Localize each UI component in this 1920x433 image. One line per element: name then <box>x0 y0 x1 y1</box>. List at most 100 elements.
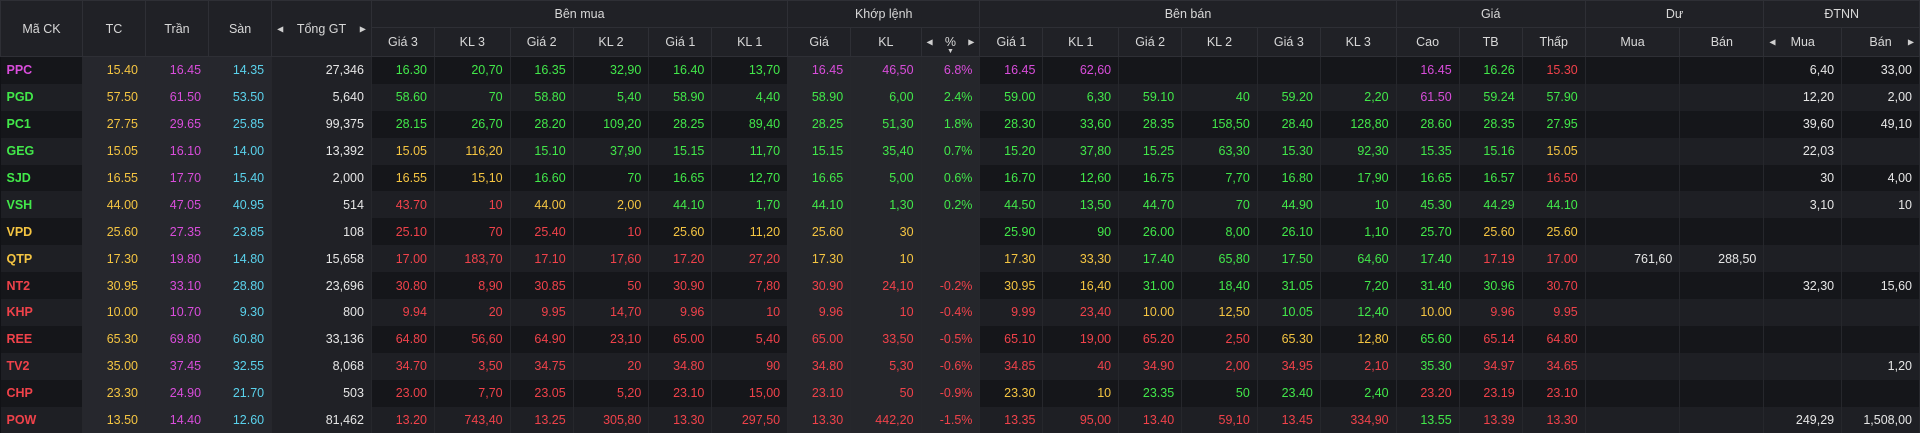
symbol-cell[interactable]: GEG <box>1 138 83 165</box>
col-low[interactable]: Thấp <box>1522 28 1585 57</box>
symbol-cell[interactable]: CHP <box>1 380 83 407</box>
symbol-cell[interactable]: KHP <box>1 299 83 326</box>
col-avg[interactable]: TB <box>1459 28 1522 57</box>
sell-vol1-cell: 40 <box>1043 353 1119 380</box>
symbol-cell[interactable]: VPD <box>1 218 83 245</box>
match-pct-cell: -0.9% <box>921 380 980 407</box>
col-remain-sell[interactable]: Bán <box>1680 28 1764 57</box>
col-total-value-header[interactable]: ◀Tổng GT▶ <box>272 1 372 57</box>
sell-vol2-cell: 59,10 <box>1182 407 1258 433</box>
col-sell-vol3[interactable]: KL 3 <box>1320 28 1396 57</box>
col-ref-header[interactable]: TC <box>82 1 145 57</box>
col-foreign-buy[interactable]: ◀Mua <box>1764 28 1842 57</box>
sell-price1-cell: 16.70 <box>980 165 1043 192</box>
col-buy-price3[interactable]: Giá 3 <box>371 28 434 57</box>
ceiling-price-cell: 14.40 <box>146 407 209 433</box>
sell-vol1-cell: 37,80 <box>1043 138 1119 165</box>
symbol-cell[interactable]: REE <box>1 326 83 353</box>
sell-vol2-cell: 50 <box>1182 380 1258 407</box>
sell-price2-cell: 23.35 <box>1119 380 1182 407</box>
ceiling-price-cell: 33.10 <box>146 272 209 299</box>
symbol-cell[interactable]: QTP <box>1 245 83 272</box>
buy-price1-cell: 30.90 <box>649 272 712 299</box>
col-sell-price3[interactable]: Giá 3 <box>1257 28 1320 57</box>
col-ceiling-header[interactable]: Trần <box>146 1 209 57</box>
foreign-sell-cell: 1,508,00 <box>1842 407 1920 433</box>
total-value-cell: 15,658 <box>272 245 372 272</box>
symbol-cell[interactable]: SJD <box>1 165 83 192</box>
high-cell: 15.35 <box>1396 138 1459 165</box>
buy-vol1-cell: 89,40 <box>712 111 788 138</box>
group-matched: Khớp lệnh <box>788 1 980 28</box>
sell-vol1-cell: 10 <box>1043 380 1119 407</box>
col-foreign-sell[interactable]: Bán▶ <box>1842 28 1920 57</box>
col-buy-vol2[interactable]: KL 2 <box>573 28 649 57</box>
floor-price-cell: 12.60 <box>209 407 272 433</box>
sort-desc-icon[interactable]: ▼ <box>947 48 954 55</box>
buy-vol3-cell: 20,70 <box>434 57 510 84</box>
caret-right-icon[interactable]: ▶ <box>360 24 366 33</box>
symbol-cell[interactable]: NT2 <box>1 272 83 299</box>
caret-right-icon[interactable]: ▶ <box>968 38 974 47</box>
foreign-buy-cell: 30 <box>1764 165 1842 192</box>
col-sell-price2[interactable]: Giá 2 <box>1119 28 1182 57</box>
col-buy-price1[interactable]: Giá 1 <box>649 28 712 57</box>
sell-vol3-cell: 128,80 <box>1320 111 1396 138</box>
buy-price1-cell: 16.65 <box>649 165 712 192</box>
buy-vol2-cell: 5,40 <box>573 84 649 111</box>
total-value-cell: 503 <box>272 380 372 407</box>
symbol-cell[interactable]: VSH <box>1 191 83 218</box>
total-value-cell: 514 <box>272 191 372 218</box>
buy-price2-cell: 44.00 <box>510 191 573 218</box>
symbol-cell[interactable]: PGD <box>1 84 83 111</box>
symbol-cell[interactable]: PPC <box>1 57 83 84</box>
buy-vol2-cell: 2,00 <box>573 191 649 218</box>
col-match-price[interactable]: Giá <box>788 28 851 57</box>
col-match-vol[interactable]: KL <box>851 28 921 57</box>
caret-left-icon[interactable]: ◀ <box>277 24 283 33</box>
buy-vol1-cell: 15,00 <box>712 380 788 407</box>
symbol-cell[interactable]: PC1 <box>1 111 83 138</box>
buy-vol1-cell: 5,40 <box>712 326 788 353</box>
total-value-cell: 99,375 <box>272 111 372 138</box>
col-symbol-header[interactable]: Mã CK <box>1 1 83 57</box>
col-buy-vol3[interactable]: KL 3 <box>434 28 510 57</box>
foreign-buy-cell: 32,30 <box>1764 272 1842 299</box>
symbol-cell[interactable]: TV2 <box>1 353 83 380</box>
buy-price1-cell: 13.30 <box>649 407 712 433</box>
caret-left-icon[interactable]: ◀ <box>1769 38 1775 47</box>
sell-vol3-cell <box>1320 57 1396 84</box>
col-match-pct[interactable]: ◀%▶▼ <box>921 28 980 57</box>
col-remain-buy[interactable]: Mua <box>1585 28 1680 57</box>
col-sell-vol1[interactable]: KL 1 <box>1043 28 1119 57</box>
symbol-cell[interactable]: POW <box>1 407 83 433</box>
sell-price3-cell: 44.90 <box>1257 191 1320 218</box>
match-price-cell: 17.30 <box>788 245 851 272</box>
remain-sell-cell <box>1680 326 1764 353</box>
col-sell-price1[interactable]: Giá 1 <box>980 28 1043 57</box>
total-value-cell: 108 <box>272 218 372 245</box>
sell-vol3-cell: 334,90 <box>1320 407 1396 433</box>
col-floor-header[interactable]: Sàn <box>209 1 272 57</box>
col-buy-vol1[interactable]: KL 1 <box>712 28 788 57</box>
col-sell-vol2[interactable]: KL 2 <box>1182 28 1258 57</box>
floor-price-cell: 15.40 <box>209 165 272 192</box>
caret-right-icon[interactable]: ▶ <box>1908 38 1914 47</box>
col-high[interactable]: Cao <box>1396 28 1459 57</box>
col-buy-price2[interactable]: Giá 2 <box>510 28 573 57</box>
caret-left-icon[interactable]: ◀ <box>927 38 933 47</box>
